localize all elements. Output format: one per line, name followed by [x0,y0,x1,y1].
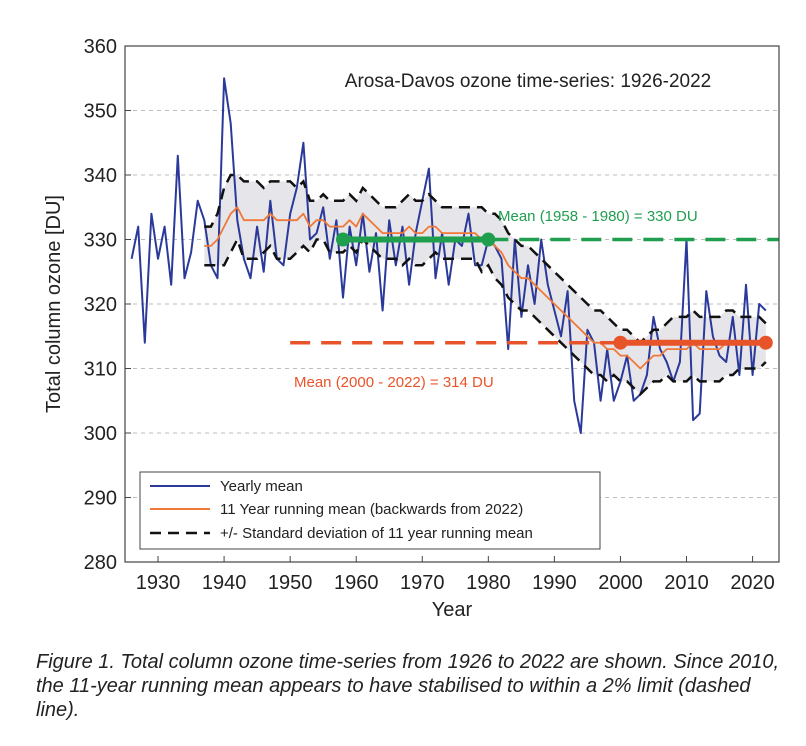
chart-title: Arosa-Davos ozone time-series: 1926-2022 [345,71,711,92]
x-tick-label-2010: 2010 [664,572,709,594]
x-tick-label-1930: 1930 [136,572,181,594]
y-tick-label-360: 360 [84,36,117,58]
x-axis-label: Year [432,599,473,621]
x-tick-label-1980: 1980 [466,572,511,594]
mean-period-end-1 [758,335,773,350]
series-yearly-mean [130,77,767,434]
annotation-green: Mean (1958 - 1980) = 330 DU [498,208,698,225]
x-tick-label-1940: 1940 [202,572,247,594]
y-tick-label-300: 300 [84,423,117,445]
x-tick-label-2020: 2020 [730,572,775,594]
mean-period-start-0 [336,232,350,247]
figure-caption: Figure 1. Total column ozone time-series… [36,651,780,721]
legend-label-running: 11 Year running mean (backwards from 202… [220,501,523,518]
mean-period-start-1 [613,335,628,350]
y-tick-label-310: 310 [84,359,117,381]
legend-label-yearly: Yearly mean [220,478,303,495]
x-tick-label-1990: 1990 [532,572,577,594]
series-sd-upper [204,173,767,345]
ozone-chart: 280 290 300 310 320 330 340 350 360 1930 1940 1950 1… [43,36,780,621]
y-tick-label-280: 280 [84,552,117,574]
x-tick-label-2000: 2000 [598,572,643,594]
legend: Yearly mean 11 Year running mean (backwa… [139,471,601,550]
mean-period-end-0 [481,232,496,247]
legend-box [139,471,601,550]
x-tick-label-1960: 1960 [334,572,379,594]
y-tick-label-290: 290 [84,488,117,510]
x-tick-label-1950: 1950 [268,572,313,594]
x-tick-label-1970: 1970 [400,572,445,594]
annotation-red: Mean (2000 - 2022) = 314 DU [294,374,494,391]
y-tick-label-330: 330 [84,230,117,252]
y-tick-label-350: 350 [84,101,117,123]
y-tick-label-320: 320 [84,294,117,316]
axes: 280 290 300 310 320 330 340 350 360 1930 1940 1950 1… [84,36,775,594]
legend-label-sd: +/- Standard deviation of 11 year runnin… [220,525,533,542]
y-axis-label: Total column ozone [DU] [43,195,65,413]
y-tick-label-340: 340 [84,165,117,187]
series-sd-lower [204,236,767,397]
mean-lines [290,232,779,350]
